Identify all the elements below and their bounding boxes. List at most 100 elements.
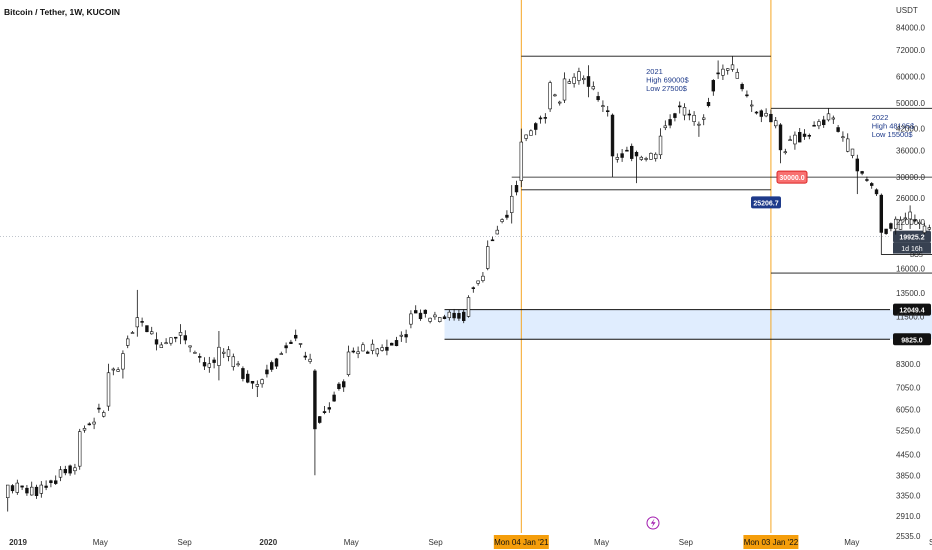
y-tick-label: 42000.0 bbox=[896, 124, 925, 133]
candle-body bbox=[318, 416, 322, 423]
candle-body bbox=[884, 228, 888, 234]
candle-body bbox=[553, 94, 557, 97]
candle-body bbox=[505, 214, 509, 218]
candle-body bbox=[793, 134, 797, 145]
x-tick-label: 2019 bbox=[9, 538, 27, 547]
candle-body bbox=[922, 225, 927, 233]
x-tick-label: Sep bbox=[929, 538, 932, 547]
candle-body bbox=[567, 81, 572, 84]
candle-body bbox=[82, 428, 87, 431]
candle-body bbox=[807, 134, 812, 137]
x-tick-label: May bbox=[93, 538, 108, 547]
annotation-bos: BOS bbox=[910, 253, 923, 259]
candle-body bbox=[745, 94, 749, 97]
candle-body bbox=[735, 72, 740, 79]
currency-label: USDT bbox=[896, 6, 918, 15]
level-badge-12049 bbox=[893, 303, 931, 316]
candle-body bbox=[92, 421, 96, 425]
candle-body bbox=[778, 124, 783, 151]
candle-body bbox=[404, 334, 408, 338]
y-tick-label: 5250.0 bbox=[896, 426, 921, 435]
candle-body bbox=[246, 373, 250, 383]
bolt-icon[interactable] bbox=[646, 516, 660, 530]
candle-body bbox=[543, 117, 548, 119]
candle-body bbox=[644, 158, 648, 160]
candle-body bbox=[673, 113, 677, 118]
candle-body bbox=[524, 134, 528, 139]
y-tick-label: 30000.0 bbox=[896, 173, 925, 182]
candle-body bbox=[279, 353, 284, 355]
x-tick-label: 2020 bbox=[259, 538, 277, 547]
candle-body bbox=[313, 370, 317, 430]
candle-body bbox=[692, 114, 696, 122]
candle-body bbox=[222, 351, 226, 354]
candle-body bbox=[476, 280, 480, 284]
candle-body bbox=[462, 311, 466, 321]
candlestick-series[interactable] bbox=[6, 56, 932, 512]
candle-body bbox=[519, 141, 524, 181]
candle-body bbox=[558, 101, 562, 104]
candle-body bbox=[34, 486, 39, 496]
candle-body bbox=[39, 484, 44, 494]
candle-body bbox=[490, 239, 495, 242]
candle-body bbox=[529, 130, 533, 136]
candle-body bbox=[183, 335, 188, 341]
candle-body bbox=[596, 96, 600, 101]
level-badge-25206 bbox=[751, 196, 781, 209]
candle-body bbox=[562, 78, 567, 101]
level-badge-30000 bbox=[776, 170, 808, 184]
level-badge-30000-label: 30000.0 bbox=[779, 175, 804, 182]
annotation-a2021: Low 27500$ bbox=[646, 84, 688, 93]
candle-body bbox=[510, 195, 514, 213]
candle-body bbox=[860, 171, 864, 174]
candle-body bbox=[538, 117, 543, 120]
candle-body bbox=[841, 136, 845, 139]
candle-body bbox=[409, 313, 413, 325]
x-tick-label: Sep bbox=[178, 538, 193, 547]
candle-body bbox=[918, 221, 922, 224]
candle-body bbox=[452, 312, 456, 319]
y-tick-label: 4450.0 bbox=[896, 450, 921, 459]
candle-body bbox=[822, 119, 826, 126]
candle-body bbox=[399, 334, 404, 337]
candle-body bbox=[591, 86, 596, 90]
candle-body bbox=[481, 275, 485, 281]
candle-body bbox=[30, 486, 34, 496]
candle-body bbox=[394, 340, 399, 347]
y-tick-label: 6050.0 bbox=[896, 406, 921, 415]
candle-body bbox=[111, 368, 116, 371]
candle-body bbox=[572, 76, 576, 84]
candle-body bbox=[6, 484, 10, 498]
candle-body bbox=[855, 158, 860, 172]
candle-body bbox=[375, 348, 380, 355]
candle-body bbox=[390, 342, 394, 346]
candle-body bbox=[207, 363, 212, 368]
candle-body bbox=[769, 113, 773, 123]
candle-body bbox=[913, 219, 917, 222]
candle-body bbox=[625, 149, 629, 152]
candle-body bbox=[649, 153, 653, 160]
price-axis[interactable]: 84000.0 72000.0 60000.0 50000.0 42000.0 36000… bbox=[896, 24, 925, 541]
candle-body bbox=[346, 351, 351, 375]
candle-body bbox=[418, 312, 423, 320]
candle-body bbox=[678, 105, 682, 108]
candle-body bbox=[116, 369, 120, 372]
time-axis[interactable]: 2019MaySep2020MaySepMaySepMaySepMaySepMa… bbox=[9, 535, 932, 549]
candle-body bbox=[870, 183, 874, 186]
annotation-a2021: High 69000$ bbox=[646, 76, 689, 85]
candle-body bbox=[846, 138, 850, 152]
y-tick-label: 8300.0 bbox=[896, 360, 921, 369]
x-tick-label: May bbox=[594, 538, 609, 547]
candle-body bbox=[630, 145, 634, 159]
level-badge-9825-label: 9825.0 bbox=[901, 337, 923, 344]
candle-body bbox=[466, 297, 471, 317]
x-tick-label: Sep bbox=[428, 538, 443, 547]
countdown-label: 1d 16h bbox=[901, 246, 923, 253]
candle-body bbox=[73, 467, 77, 472]
annotation-a2021: 2021 bbox=[646, 67, 663, 76]
y-tick-label: 50000.0 bbox=[896, 99, 925, 108]
candle-body bbox=[812, 124, 816, 127]
candle-body bbox=[380, 347, 384, 351]
candle-body bbox=[414, 310, 418, 314]
